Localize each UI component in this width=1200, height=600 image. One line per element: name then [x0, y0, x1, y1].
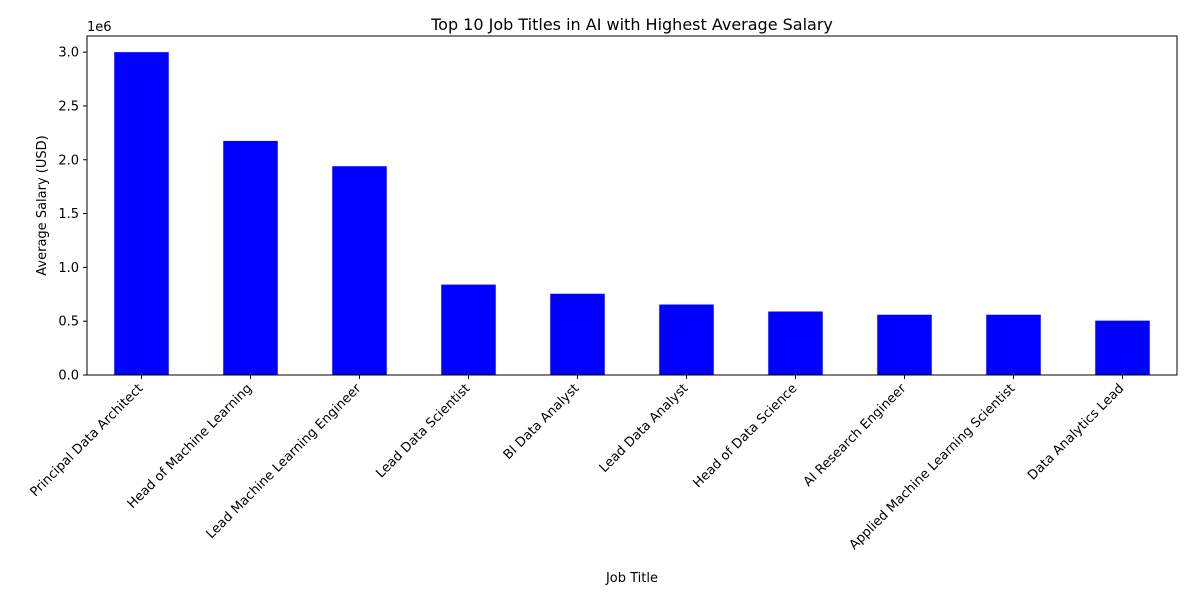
- x-axis-label: Job Title: [605, 571, 658, 586]
- bar: [114, 52, 169, 376]
- x-tick-label: Head of Machine Learning: [125, 381, 256, 512]
- x-tick-label: Lead Data Analyst: [597, 381, 692, 476]
- y-tick-label: 3.0: [58, 46, 79, 61]
- bar: [1095, 320, 1150, 375]
- bar: [332, 166, 387, 375]
- bar: [768, 311, 823, 375]
- x-tick-label: Data Analytics Lead: [1025, 381, 1127, 483]
- y-axis-label: Average Salary (USD): [35, 135, 50, 275]
- y-tick-label: 1.0: [58, 261, 79, 276]
- bar: [986, 314, 1041, 375]
- bar: [441, 284, 496, 375]
- bar: [550, 293, 605, 375]
- x-tick-label: AI Research Engineer: [801, 381, 910, 490]
- bar: [659, 304, 714, 375]
- bars-layer: [114, 52, 1150, 376]
- bar: [877, 314, 932, 375]
- y-axis: 0.0 0.5 1.0 1.5 2.0 2.5 3.0: [58, 46, 87, 384]
- chart-title: Top 10 Job Titles in AI with Highest Ave…: [430, 15, 833, 34]
- y-tick-label: 2.0: [58, 153, 79, 168]
- plot-frame: [86, 35, 1178, 376]
- y-tick-label: 0.0: [58, 369, 79, 384]
- x-tick-label: Head of Data Science: [690, 381, 800, 491]
- y-tick-label: 0.5: [58, 315, 79, 330]
- bar: [223, 140, 278, 375]
- y-tick-label: 2.5: [58, 99, 79, 114]
- x-tick-label: BI Data Analyst: [501, 381, 583, 463]
- y-tick-label: 1.5: [58, 207, 79, 222]
- x-tick-label: Principal Data Architect: [28, 381, 147, 500]
- y-axis-offset-label: 1e6: [87, 20, 112, 35]
- x-tick-label: Lead Data Scientist: [373, 381, 473, 481]
